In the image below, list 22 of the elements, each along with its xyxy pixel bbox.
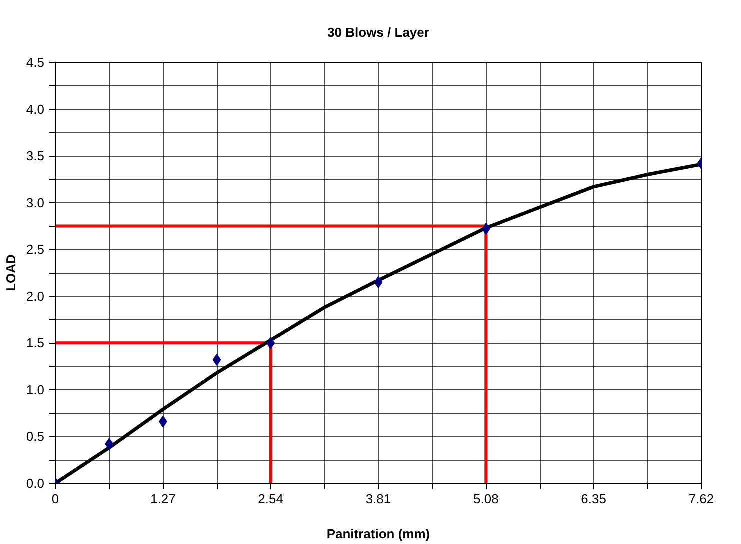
y-axis-title: LOAD <box>3 254 18 292</box>
y-tick-label: 3.5 <box>26 148 45 164</box>
x-tick-label: 0 <box>52 492 60 506</box>
x-tick-label: 6.35 <box>581 492 606 506</box>
y-tick-label: 0.5 <box>26 429 45 444</box>
x-tick-label: 5.08 <box>474 492 499 506</box>
y-tick-label: 1.0 <box>26 382 45 398</box>
y-tick-label: 2.5 <box>26 242 45 258</box>
y-tick-label: 0.0 <box>26 476 45 491</box>
x-tick-label: 3.81 <box>366 492 392 506</box>
y-tick-label: 4.0 <box>26 102 45 117</box>
y-tick-label: 4.5 <box>26 55 45 70</box>
point <box>374 276 383 288</box>
point <box>212 354 222 366</box>
x-tick-label: 1.27 <box>150 492 176 506</box>
y-tick-label: 2.0 <box>26 288 45 304</box>
y-tick-label: 3.0 <box>26 195 45 210</box>
y-tick-label: 1.5 <box>26 336 45 351</box>
x-axis-title: Panitration (mm) <box>326 526 430 542</box>
chart-title: 30 Blows / Layer <box>328 25 430 40</box>
x-tick-label: 7.62 <box>688 492 714 506</box>
x-tick-label: 2.54 <box>258 492 284 506</box>
